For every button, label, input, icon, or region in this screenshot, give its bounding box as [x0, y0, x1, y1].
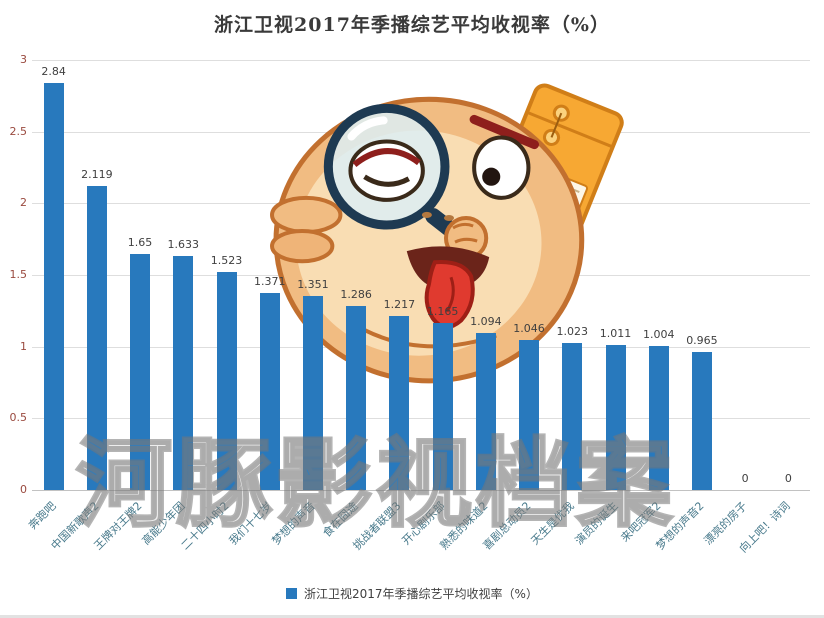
bar: [562, 343, 583, 490]
bar-value-label: 0: [741, 472, 749, 485]
bar-value-label: 1.165: [426, 305, 459, 319]
bar-value-label: 1.286: [340, 287, 372, 301]
bar-value-label: 2.119: [81, 168, 113, 182]
bar-value-label: 2.84: [41, 64, 66, 78]
y-axis-tick-label: 2.5: [9, 124, 28, 138]
bar-value-label: 1.023: [556, 325, 589, 339]
bar: [389, 315, 410, 490]
window-bottom-edge: [0, 615, 824, 618]
y-axis-tick-label: 0: [20, 483, 27, 496]
bar-value-label: 1.046: [513, 322, 545, 336]
bar: [346, 305, 367, 490]
bar-value-label: 1.65: [127, 235, 153, 249]
bar: [519, 340, 540, 490]
bar: [605, 345, 626, 490]
bar: [86, 186, 107, 490]
y-axis-tick-label: 1: [20, 339, 27, 353]
gridline: [32, 60, 810, 61]
y-axis-tick-label: 1.5: [9, 268, 28, 281]
bar: [475, 333, 496, 490]
y-axis-tick-label: 3: [20, 53, 27, 66]
bar-value-label: 1.004: [642, 328, 675, 342]
bar-value-label: 1.351: [297, 278, 329, 292]
bar: [259, 293, 280, 490]
y-axis-tick-label: 2: [20, 196, 27, 210]
bar: [648, 346, 669, 490]
bar: [216, 271, 237, 490]
bar: [302, 296, 323, 490]
bar-value-label: 1.011: [599, 327, 632, 341]
bar-value-label: 1.633: [167, 237, 200, 251]
chart-legend: 浙江卫视2017年季播综艺平均收视率（%）: [0, 585, 824, 602]
bar-value-label: 0.965: [686, 333, 718, 347]
bar: [173, 255, 194, 490]
bar: [130, 253, 151, 490]
watermark-text: 河豚影视档案: [75, 427, 676, 542]
legend-swatch: [286, 588, 298, 599]
x-axis-line: [32, 490, 810, 491]
bar-value-label: 1.094: [470, 315, 502, 329]
bar-value-label: 0: [784, 472, 792, 485]
y-axis-tick-label: 0.5: [9, 411, 28, 425]
bar-value-label: 1.523: [210, 253, 243, 267]
bar: [432, 323, 453, 490]
legend-label: 浙江卫视2017年季播综艺平均收视率（%）: [304, 587, 538, 601]
gridline: [32, 418, 810, 420]
bar: [691, 351, 712, 490]
lips: [270, 195, 343, 264]
bar-value-label: 1.217: [383, 297, 416, 311]
chart-title: 浙江卫视2017年季播综艺平均收视率（%）: [214, 14, 610, 36]
bar: [43, 82, 64, 490]
bar-value-label: 1.371: [253, 275, 286, 289]
